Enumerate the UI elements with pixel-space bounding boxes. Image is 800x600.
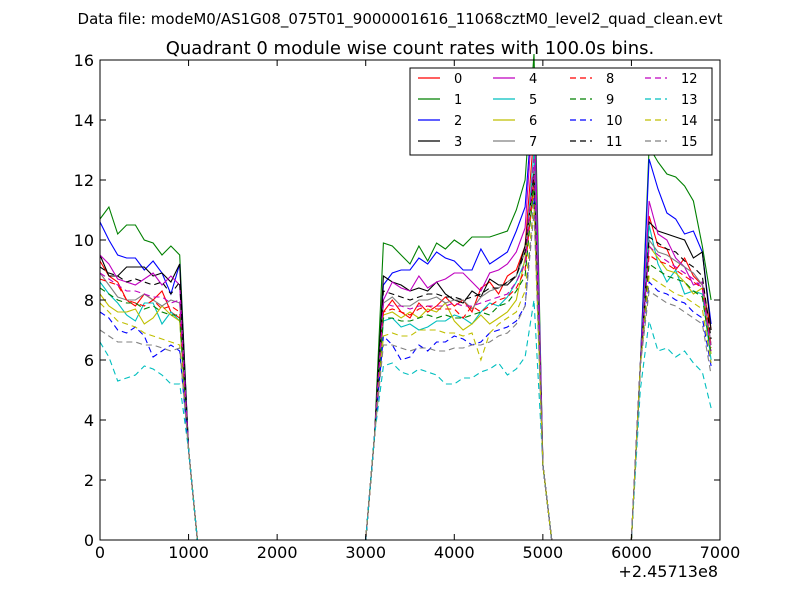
y-tick-label: 0 xyxy=(84,531,94,550)
legend-label-3: 3 xyxy=(454,135,462,150)
suptitle: Data file: modeM0/AS1G08_075T01_90000016… xyxy=(78,10,723,29)
legend-label-6: 6 xyxy=(529,114,537,129)
chart-title: Quadrant 0 module wise count rates with … xyxy=(166,38,655,59)
legend-label-0: 0 xyxy=(454,72,462,87)
legend-label-12: 12 xyxy=(681,72,698,87)
x-tick-label: 6000 xyxy=(611,543,652,562)
legend-label-4: 4 xyxy=(529,72,537,87)
legend-label-2: 2 xyxy=(454,114,462,129)
series-line-14 xyxy=(99,203,712,541)
x-tick-label: 2000 xyxy=(257,543,298,562)
legend-label-13: 13 xyxy=(681,93,698,108)
legend-label-9: 9 xyxy=(606,93,614,108)
y-tick-label: 2 xyxy=(84,471,94,490)
y-tick-label: 4 xyxy=(84,411,94,430)
legend-label-10: 10 xyxy=(606,114,623,129)
legend-label-14: 14 xyxy=(681,114,698,129)
x-tick-label: 4000 xyxy=(434,543,475,562)
x-offset-label: +2.45713e8 xyxy=(618,562,718,581)
series-line-10 xyxy=(99,197,712,541)
x-tick-label: 5000 xyxy=(522,543,563,562)
legend-box xyxy=(409,67,713,156)
x-tick-label: 3000 xyxy=(345,543,386,562)
legend-label-15: 15 xyxy=(681,135,698,150)
y-tick-label: 6 xyxy=(84,351,94,370)
x-tick-label: 7000 xyxy=(700,543,741,562)
x-tick-label: 0 xyxy=(95,543,105,562)
y-tick-label: 12 xyxy=(74,171,94,190)
y-tick-label: 8 xyxy=(84,291,94,310)
x-axis: 0 1000 2000 3000 4000 5000 6000 7000 xyxy=(95,60,740,562)
series-line-6 xyxy=(99,191,712,541)
legend-label-7: 7 xyxy=(529,135,537,150)
legend-label-1: 1 xyxy=(454,93,462,108)
x-tick-label: 1000 xyxy=(168,543,209,562)
series-line-4 xyxy=(99,95,712,541)
series-line-15 xyxy=(99,212,712,541)
y-tick-label: 10 xyxy=(74,231,94,250)
y-tick-label: 14 xyxy=(74,111,94,130)
legend-label-11: 11 xyxy=(606,135,623,150)
legend-label-8: 8 xyxy=(606,72,614,87)
legend-label-5: 5 xyxy=(529,93,537,108)
y-tick-label: 16 xyxy=(74,51,94,70)
